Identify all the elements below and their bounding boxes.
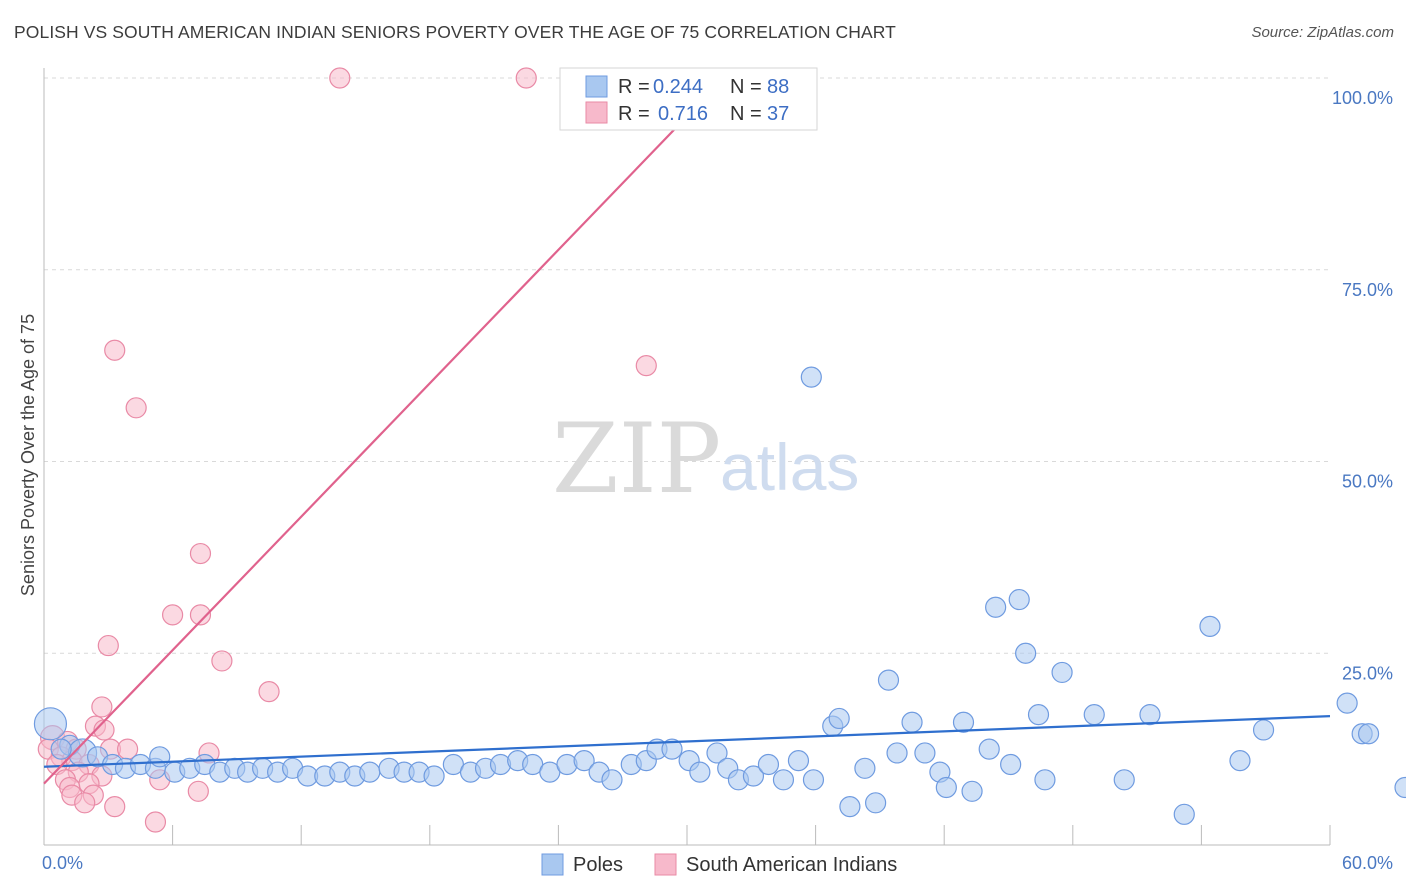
poles-point-49 bbox=[772, 769, 795, 791]
poles-point-77 bbox=[1173, 803, 1195, 825]
sai-point-7 bbox=[189, 604, 212, 626]
poles-point-43 bbox=[689, 761, 711, 783]
poles-trend-line bbox=[43, 715, 1331, 768]
y-tick-label-1: 50.0% bbox=[1342, 472, 1393, 492]
poles-point-83 bbox=[1357, 723, 1380, 745]
legend-bottom-swatch-poles bbox=[541, 853, 564, 876]
poles-point-84 bbox=[1394, 776, 1406, 799]
sai-point-5 bbox=[189, 542, 212, 565]
poles-point-9 bbox=[149, 746, 171, 768]
poles-point-48 bbox=[757, 753, 780, 776]
poles-point-47 bbox=[742, 765, 765, 787]
sai-point-34 bbox=[187, 780, 209, 802]
poles-point-63 bbox=[952, 711, 975, 733]
poles-point-72 bbox=[1034, 769, 1056, 791]
poles-point-26 bbox=[423, 765, 445, 787]
sai-point-36 bbox=[144, 811, 167, 833]
legend-r-label-sai: R = bbox=[618, 103, 650, 125]
y-axis-label: Seniors Poverty Over the Age of 75 bbox=[18, 314, 38, 596]
poles-point-57 bbox=[877, 669, 900, 691]
x-tick-labels: 0.0% 60.0% bbox=[42, 853, 1393, 873]
legend-n-label-poles: N = bbox=[730, 76, 762, 98]
sai-point-6 bbox=[162, 604, 184, 626]
legend-r-value-sai: 0.716 bbox=[658, 103, 708, 125]
sai-point-32 bbox=[104, 796, 126, 818]
poles-point-58 bbox=[886, 742, 908, 764]
poles-point-53 bbox=[828, 707, 850, 730]
sai-point-1 bbox=[515, 67, 537, 89]
poles-point-41 bbox=[661, 738, 683, 760]
poles-point-55 bbox=[854, 757, 876, 779]
legend-top: R = 0.244 N = 88 R = 0.716 N = 37 bbox=[559, 67, 818, 131]
poles-point-44 bbox=[706, 742, 728, 764]
legend-n-label-sai: N = bbox=[730, 103, 762, 125]
poles-point-73 bbox=[1051, 661, 1073, 684]
poles-point-81 bbox=[1336, 692, 1358, 714]
sai-point-31 bbox=[74, 792, 96, 814]
poles-point-37 bbox=[601, 769, 623, 791]
poles-point-68 bbox=[1008, 588, 1030, 611]
legend-n-value-poles: 88 bbox=[767, 76, 789, 98]
legend-r-label-poles: R = bbox=[618, 76, 650, 98]
legend-swatch-sai bbox=[585, 101, 608, 124]
sai-point-9 bbox=[211, 650, 233, 672]
poles-point-71 bbox=[800, 366, 822, 388]
legend-bottom: Poles South American Indians bbox=[541, 853, 897, 876]
sai-point-8 bbox=[97, 634, 119, 657]
poles-point-62 bbox=[935, 776, 957, 799]
poles-point-87 bbox=[50, 738, 72, 760]
poles-point-54 bbox=[839, 796, 861, 818]
poles-point-64 bbox=[961, 780, 983, 802]
chart-title: POLISH VS SOUTH AMERICAN INDIAN SENIORS … bbox=[14, 22, 896, 42]
trend-lines bbox=[43, 115, 1331, 785]
poles-point-70 bbox=[1027, 704, 1050, 726]
poles-point-35 bbox=[573, 750, 595, 772]
legend-bottom-swatch-sai bbox=[654, 853, 677, 876]
sai-trend-line bbox=[43, 115, 688, 785]
legend-bottom-label-poles: Poles bbox=[573, 854, 623, 876]
y-tick-label-3: 100.0% bbox=[1332, 88, 1393, 108]
poles-point-80 bbox=[1252, 719, 1275, 741]
poles-point-75 bbox=[1113, 769, 1135, 791]
y-tick-labels: 25.0% 50.0% 75.0% 100.0% bbox=[1332, 88, 1393, 683]
grid bbox=[44, 77, 1330, 654]
legend-n-value-sai: 37 bbox=[767, 103, 789, 125]
source-credit: Source: ZipAtlas.com bbox=[1251, 24, 1394, 41]
legend-swatch-poles bbox=[585, 75, 608, 98]
sai-point-11 bbox=[91, 696, 113, 718]
poles-point-59 bbox=[901, 711, 923, 733]
watermark-zip: ZIP bbox=[552, 403, 721, 515]
poles-point-78 bbox=[1199, 615, 1221, 638]
legend-bottom-label-sai: South American Indians bbox=[686, 854, 897, 876]
poles-point-74 bbox=[1083, 704, 1105, 726]
watermark: ZIP atlas bbox=[552, 403, 859, 515]
legend-r-value-poles: 0.244 bbox=[653, 76, 703, 98]
poles-point-22 bbox=[359, 761, 381, 783]
poles-point-66 bbox=[985, 596, 1007, 618]
poles-point-50 bbox=[787, 750, 810, 772]
poles-point-60 bbox=[914, 742, 936, 764]
poles-point-0 bbox=[33, 707, 68, 741]
poles-point-30 bbox=[489, 753, 512, 776]
poles-point-67 bbox=[1000, 753, 1022, 776]
watermark-atlas: atlas bbox=[720, 430, 859, 504]
x-tick-label-min: 0.0% bbox=[42, 853, 83, 873]
y-tick-label-0: 25.0% bbox=[1342, 663, 1393, 683]
y-tick-label-2: 75.0% bbox=[1342, 280, 1393, 300]
poles-point-34 bbox=[556, 753, 578, 776]
poles-point-65 bbox=[978, 738, 1000, 760]
sai-point-10 bbox=[258, 680, 280, 703]
poles-point-69 bbox=[1015, 642, 1037, 664]
poles-point-79 bbox=[1229, 750, 1251, 772]
poles-point-51 bbox=[802, 769, 825, 791]
sai-point-0 bbox=[329, 67, 351, 89]
poles-point-56 bbox=[865, 792, 887, 814]
x-tick-label-max: 60.0% bbox=[1342, 853, 1393, 873]
sai-point-3 bbox=[125, 397, 147, 419]
sai-point-4 bbox=[635, 355, 657, 377]
poles-point-76 bbox=[1139, 704, 1161, 726]
sai-point-2 bbox=[104, 339, 126, 361]
